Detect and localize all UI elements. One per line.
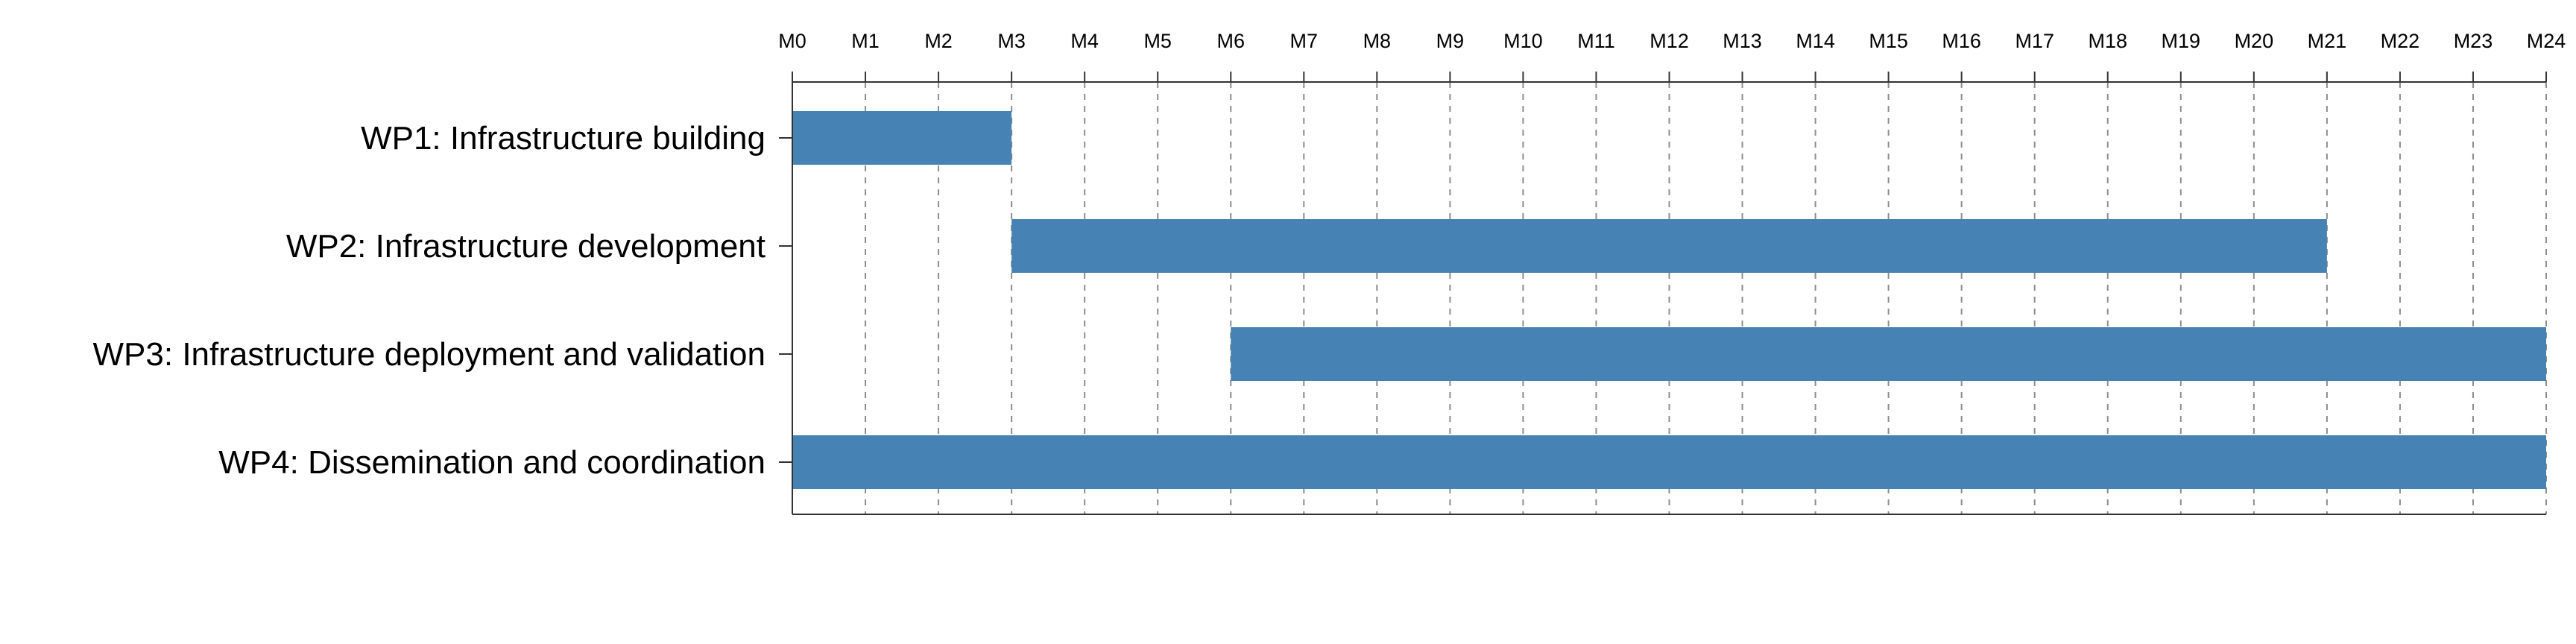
x-tick-label: M9 [1436,30,1465,52]
x-tick-label: M8 [1363,30,1392,52]
x-tick-label: M2 [924,30,953,52]
x-tick-label: M12 [1650,30,1689,52]
x-tick-label: M20 [2235,30,2274,52]
x-tick-label: M14 [1796,30,1835,52]
x-tick-label: M7 [1290,30,1319,52]
x-tick-label: M1 [851,30,880,52]
x-tick-label: M6 [1216,30,1245,52]
task-bar [1231,327,2546,381]
x-tick-label: M5 [1143,30,1172,52]
x-tick-label: M16 [1942,30,1981,52]
x-tick-label: M3 [997,30,1026,52]
x-tick-label: M15 [1869,30,1908,52]
x-tick-label: M21 [2308,30,2347,52]
task-bar [792,111,1011,165]
x-tick-label: M22 [2381,30,2420,52]
task-bar [792,435,2546,489]
x-tick-label: M19 [2162,30,2201,52]
task-bar [1011,219,2327,273]
x-tick-label: M4 [1070,30,1099,52]
x-tick-label: M13 [1723,30,1762,52]
task-label: WP3: Infrastructure deployment and valid… [93,336,765,373]
task-label: WP1: Infrastructure building [361,120,765,157]
task-label: WP4: Dissemination and coordination [218,444,765,481]
task-label: WP2: Infrastructure development [286,228,765,265]
x-tick-label: M24 [2527,30,2566,52]
x-tick-label: M17 [2015,30,2054,52]
x-tick-label: M0 [778,30,806,52]
x-tick-label: M18 [2088,30,2127,52]
x-tick-label: M23 [2454,30,2493,52]
x-tick-label: M10 [1503,30,1543,52]
x-tick-label: M11 [1577,30,1615,52]
